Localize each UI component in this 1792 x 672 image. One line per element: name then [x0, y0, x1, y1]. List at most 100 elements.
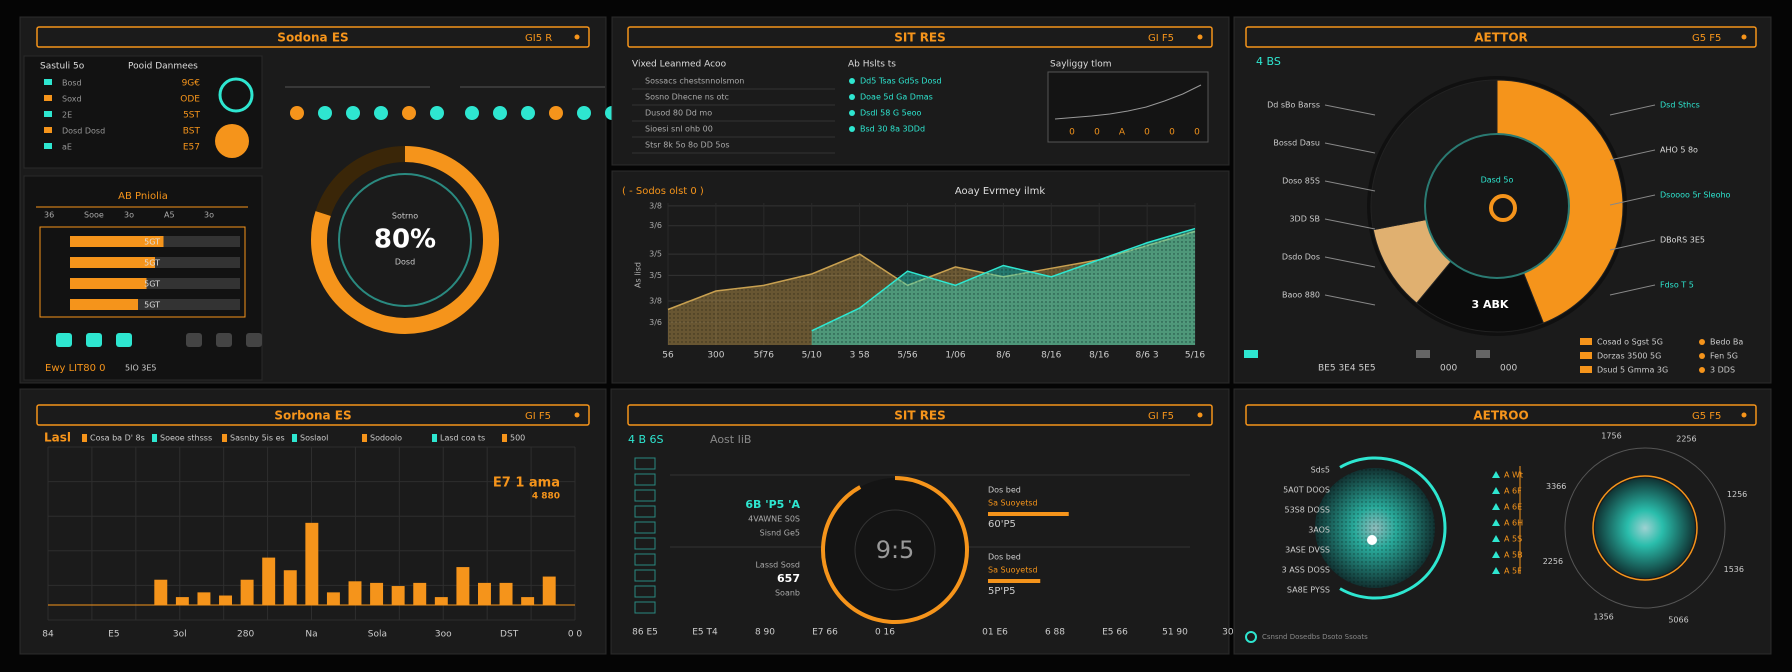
- label: aE: [62, 143, 72, 152]
- callout: Doso 85S: [1282, 177, 1320, 186]
- panel-tag: GI F5: [525, 411, 551, 422]
- x-tick-label: 51 90: [1162, 628, 1188, 638]
- mini-label: 0: [1094, 128, 1100, 138]
- x-tick-label: E7 66: [812, 628, 838, 638]
- y-axis-label: As lisd: [634, 262, 643, 288]
- info-text: 657: [777, 572, 800, 585]
- bar: [988, 512, 1069, 516]
- row-icon: [44, 143, 52, 149]
- ring-label: 3366: [1546, 482, 1566, 491]
- bar-label: 5GT: [144, 259, 160, 268]
- x-tick-label: 0 16: [875, 628, 895, 638]
- icon-button: [246, 333, 262, 347]
- label: Doae 5d Ga Dmas: [860, 93, 933, 102]
- mini-line: [1054, 84, 1202, 120]
- info-text: Sa Suoyetsd: [988, 499, 1038, 508]
- bar: [305, 522, 319, 605]
- side-button: [634, 569, 656, 582]
- toggle: [465, 106, 479, 120]
- radar-ring: [1339, 456, 1447, 600]
- list-marker: [1492, 535, 1500, 542]
- bar: [391, 586, 405, 605]
- y-tick-label: 3/6: [649, 318, 662, 327]
- side-button: [634, 521, 656, 534]
- bar-track: [70, 278, 240, 289]
- radar-label: 3AOS: [1308, 526, 1330, 535]
- radar-label: 5A0T DOOS: [1283, 486, 1330, 495]
- row-dot: [849, 110, 855, 116]
- legend-item: 500: [510, 434, 525, 443]
- ring-label: 1756: [1601, 431, 1621, 440]
- bar: [70, 278, 147, 289]
- toggle: [402, 106, 416, 120]
- row-dot: [849, 126, 855, 132]
- icon-button: [56, 333, 72, 347]
- bar: [326, 592, 340, 605]
- y-tick-label: 3/8: [649, 296, 662, 305]
- list-item: A 5S: [1504, 535, 1522, 544]
- x-tick-label: 280: [237, 630, 254, 640]
- x-tick-label: 86 E5: [632, 628, 658, 638]
- label: Stsr 8k 5o 8o DD 5os: [645, 141, 730, 150]
- bar: [456, 567, 470, 605]
- panel: [19, 388, 607, 655]
- info-text: Sisnd Ge5: [760, 529, 800, 538]
- info-text: Lassd Sosd: [755, 561, 800, 570]
- label: Dsdl 58 G 5eoo: [860, 109, 922, 118]
- subtitle: 4 B 6S: [628, 433, 664, 446]
- callout: Bossd Dasu: [1273, 139, 1320, 148]
- legend-item: 3 DDS: [1710, 366, 1735, 375]
- badge: 5IO 3E5: [125, 364, 157, 373]
- pie-hole: [1424, 133, 1570, 279]
- callout-line: [1324, 294, 1376, 306]
- x-tick-label: Sola: [368, 630, 387, 640]
- gauge-arc: [821, 476, 969, 624]
- legend-swatch: [152, 434, 157, 442]
- legend-item: Sasnby 5is es: [230, 434, 285, 443]
- legend: ( - Sodos olst 0 ): [622, 186, 704, 197]
- callout-line: [1324, 142, 1376, 154]
- mini-label: 0: [1169, 128, 1175, 138]
- y-tick-label: 3/5: [649, 271, 662, 280]
- x-tick-label: 8/6: [996, 351, 1011, 361]
- toggle: [346, 106, 360, 120]
- panel-header: [36, 404, 590, 426]
- panel-header: [1245, 404, 1757, 426]
- callout-line: [1609, 284, 1656, 296]
- radar-dots: [1315, 468, 1435, 588]
- y-tick-label: 3/5: [649, 250, 662, 259]
- x-tick-label: 8/16: [1089, 351, 1109, 361]
- legend-item: Soslaol: [300, 434, 328, 443]
- list-item: A 5B: [1504, 551, 1523, 560]
- bar: [370, 582, 384, 605]
- gauge-sub: Dosd: [395, 258, 415, 267]
- panel-title: AETROO: [1473, 409, 1528, 423]
- radar-label: 3 ASS DOSS: [1282, 566, 1330, 575]
- legend-swatch: [432, 434, 437, 442]
- side-button: [634, 505, 656, 518]
- card-title: AB Pniolia: [118, 191, 168, 202]
- header-dot: [1197, 34, 1203, 40]
- callout: Dsoooo 5r Sleoho: [1660, 191, 1731, 200]
- header-dot: [1741, 412, 1747, 418]
- bar: [478, 582, 491, 605]
- column-label: Pooid Danmees: [128, 62, 198, 72]
- x-tick-label: E5 T4: [692, 628, 718, 638]
- subtitle: Aost IiB: [710, 433, 751, 446]
- x-tick-label: 8/6 3: [1136, 351, 1159, 361]
- panel-header: [1245, 26, 1757, 48]
- toggle: [318, 106, 332, 120]
- toggle: [374, 106, 388, 120]
- mini-label: 0: [1069, 128, 1075, 138]
- legend-swatch: [82, 434, 87, 442]
- bar: [197, 592, 211, 605]
- list-marker: [1492, 519, 1500, 526]
- radar-core: [1367, 535, 1377, 545]
- callout: Dsdo Dos: [1282, 253, 1320, 262]
- stat: 000: [1440, 364, 1457, 374]
- callout-line: [1609, 104, 1656, 116]
- legend-item: Cosa ba D' 8s: [90, 434, 145, 443]
- header-dot: [574, 34, 580, 40]
